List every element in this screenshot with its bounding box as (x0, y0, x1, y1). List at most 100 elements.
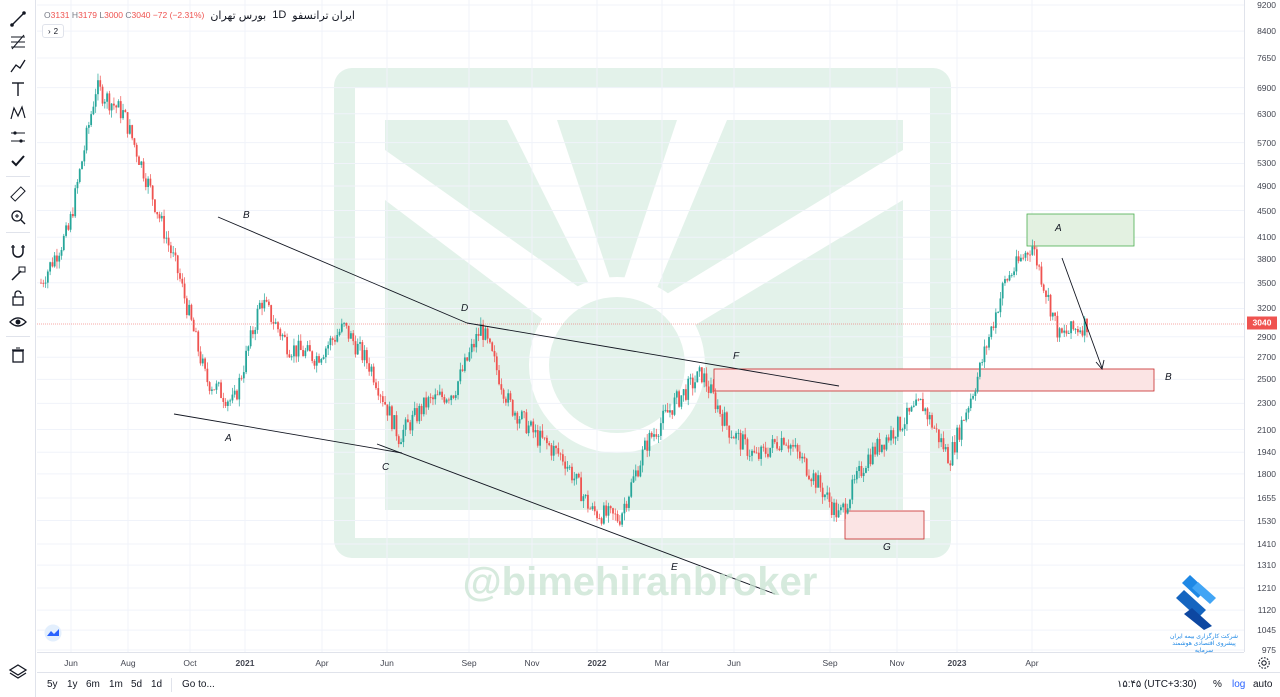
measure-icon[interactable] (4, 126, 32, 148)
candle-body (988, 337, 990, 348)
magnet-icon[interactable] (4, 240, 32, 262)
candle-body (158, 214, 161, 219)
trendline-a-c[interactable] (173, 413, 403, 454)
trendline-d-f[interactable] (466, 322, 840, 387)
time-tick: Jun (727, 658, 741, 668)
candle-body (607, 506, 610, 516)
eye-icon[interactable] (4, 311, 32, 333)
candle-body (247, 346, 250, 351)
target-zone-a[interactable] (1026, 213, 1135, 247)
candle-body (773, 439, 776, 443)
candle-body (74, 188, 77, 217)
candle-body (172, 252, 175, 254)
candle-body (1086, 318, 1088, 333)
candle-body (696, 371, 699, 383)
candle-body (664, 409, 667, 411)
candle-body (131, 125, 134, 139)
candle-body (165, 237, 168, 239)
range-6m-button[interactable]: 6m (86, 679, 100, 690)
candle-body (767, 453, 769, 457)
candle-body (983, 346, 986, 363)
candle-body (849, 499, 851, 509)
candle-body (546, 437, 548, 444)
candle-body (614, 513, 617, 515)
candle-body (72, 214, 74, 217)
text-icon[interactable] (4, 78, 32, 100)
candle-body (609, 506, 612, 509)
range-5d-button[interactable]: 5d (131, 679, 143, 690)
indicator-count: 2 (53, 26, 59, 36)
indicator-collapse-button[interactable]: › 2 (42, 24, 64, 38)
candle-body (1040, 266, 1043, 285)
candle-body (896, 416, 899, 437)
trash-icon[interactable] (4, 344, 32, 366)
candle-body (144, 178, 147, 188)
candle-body (224, 401, 227, 406)
candle-body (372, 366, 375, 383)
zoom-in-icon[interactable] (4, 206, 32, 228)
trendline-b-d[interactable] (217, 216, 468, 324)
legend-symbol[interactable]: ایران ترانسفو (292, 9, 355, 22)
price-tick: 975 (1261, 645, 1276, 655)
tradingview-logo-icon[interactable] (42, 624, 64, 642)
ruler-icon[interactable] (4, 183, 32, 205)
chart-legend[interactable]: ایران ترانسفو 1D بورس تهران O3131 H3179 … (44, 8, 384, 22)
candle-body (1013, 271, 1015, 275)
gear-icon[interactable] (1256, 655, 1272, 671)
goto-button[interactable]: Go to... (182, 679, 215, 690)
trend-line-icon[interactable] (4, 8, 32, 30)
checkmark-icon[interactable] (4, 150, 32, 172)
candle-body (46, 271, 49, 283)
range-1y-button[interactable]: 1y (67, 679, 78, 690)
candle-body (388, 406, 391, 416)
candle-body (1054, 312, 1056, 316)
candle-body (942, 438, 945, 450)
candle-body (183, 283, 186, 299)
pitchfork-icon[interactable] (4, 31, 32, 53)
candle-body (851, 479, 854, 500)
path-icon[interactable] (4, 55, 32, 77)
log-toggle[interactable]: log (1232, 679, 1246, 690)
candle-body (919, 398, 922, 401)
clock-label[interactable]: ۱۵:۴۵ (UTC+3:30) (1117, 679, 1197, 690)
resistance-zone-b[interactable] (713, 368, 1155, 392)
candle-body (69, 214, 72, 230)
range-1d-button[interactable]: 1d (151, 679, 163, 690)
candle-body (981, 362, 984, 363)
candle-body (217, 382, 220, 384)
candle-body (874, 446, 876, 455)
lock-draw-icon[interactable] (4, 263, 32, 285)
range-1m-button[interactable]: 1m (109, 679, 123, 690)
time-axis[interactable]: Jun Aug Oct 2021 Apr Jun Sep Nov 2022 Mar Jun Sep No… (37, 652, 1244, 672)
candle-body (1006, 279, 1009, 281)
candle-body (963, 419, 965, 421)
candle-body (648, 432, 651, 451)
chart-pane[interactable]: B A D C E F G A B (37, 0, 1244, 652)
price-tick: 3500 (1257, 277, 1276, 288)
candle-body (62, 235, 65, 251)
label-a-zone: A (1054, 223, 1062, 234)
legend-interval[interactable]: 1D (272, 9, 287, 21)
candle-body (267, 301, 270, 306)
candle-body (40, 282, 42, 284)
candle-body (655, 434, 658, 437)
candle-body (985, 346, 988, 348)
auto-toggle[interactable]: auto (1253, 679, 1273, 690)
pattern-icon[interactable] (4, 102, 32, 124)
chart-canvas[interactable]: B A D C E F G A B (37, 0, 1244, 652)
support-zone-g[interactable] (844, 510, 925, 540)
bottom-toolbar: 5y 1y 6m 1m 5d 1d Go to... ۱۵:۴۵ (UTC+3:… (37, 672, 1280, 697)
legend-ohlc: O3131 H3179 L3000 C3040 −72 (−2.31%) (44, 10, 205, 20)
percent-toggle[interactable]: % (1213, 679, 1222, 690)
candle-body (650, 432, 653, 437)
candle-body (737, 432, 740, 434)
lock-icon[interactable] (4, 287, 32, 309)
toolbar-divider (6, 232, 30, 233)
candle-body (361, 342, 364, 361)
trendline-c-e[interactable] (376, 443, 776, 595)
candle-body (646, 440, 649, 451)
candle-body (473, 343, 475, 348)
object-tree-icon[interactable] (8, 662, 28, 682)
range-5y-button[interactable]: 5y (47, 679, 58, 690)
projection-arrow[interactable] (1061, 257, 1103, 369)
